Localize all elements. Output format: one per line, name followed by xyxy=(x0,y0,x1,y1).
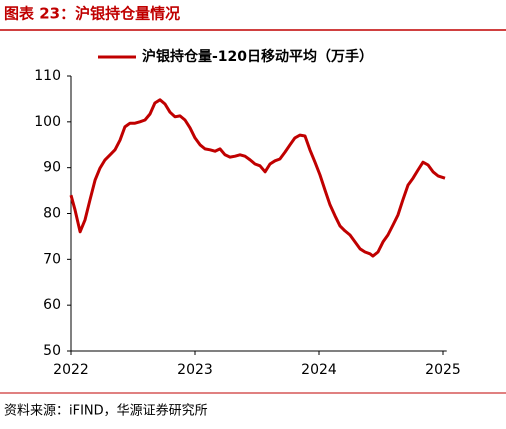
x-tick-label: 2023 xyxy=(177,362,213,378)
source: 资料来源：iFIND，华源证券研究所 xyxy=(4,403,208,419)
chart-title: 图表 23：沪银持仓量情况 xyxy=(4,5,180,23)
x-tick-label: 2025 xyxy=(425,362,461,378)
y-tick-label: 90 xyxy=(43,160,61,176)
x-tick-label: 2022 xyxy=(53,362,89,378)
legend-label: 沪银持仓量-120日移动平均（万手） xyxy=(142,48,373,65)
series-line xyxy=(69,98,446,258)
y-tick-label: 50 xyxy=(43,343,61,359)
y-tick-label: 100 xyxy=(34,114,61,130)
y-tick-label: 110 xyxy=(34,68,61,84)
x-tick-label: 2024 xyxy=(301,362,337,378)
y-tick-label: 80 xyxy=(43,206,61,222)
y-tick-label: 70 xyxy=(43,251,61,267)
y-tick-label: 60 xyxy=(43,297,61,313)
